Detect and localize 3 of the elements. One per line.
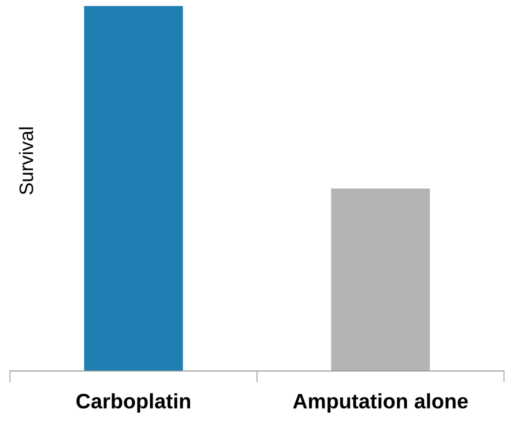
y-axis-title: Survival	[18, 127, 34, 194]
x-tick-label: Carboplatin	[76, 393, 190, 413]
x-tick-label: Amputation alone	[293, 393, 468, 413]
